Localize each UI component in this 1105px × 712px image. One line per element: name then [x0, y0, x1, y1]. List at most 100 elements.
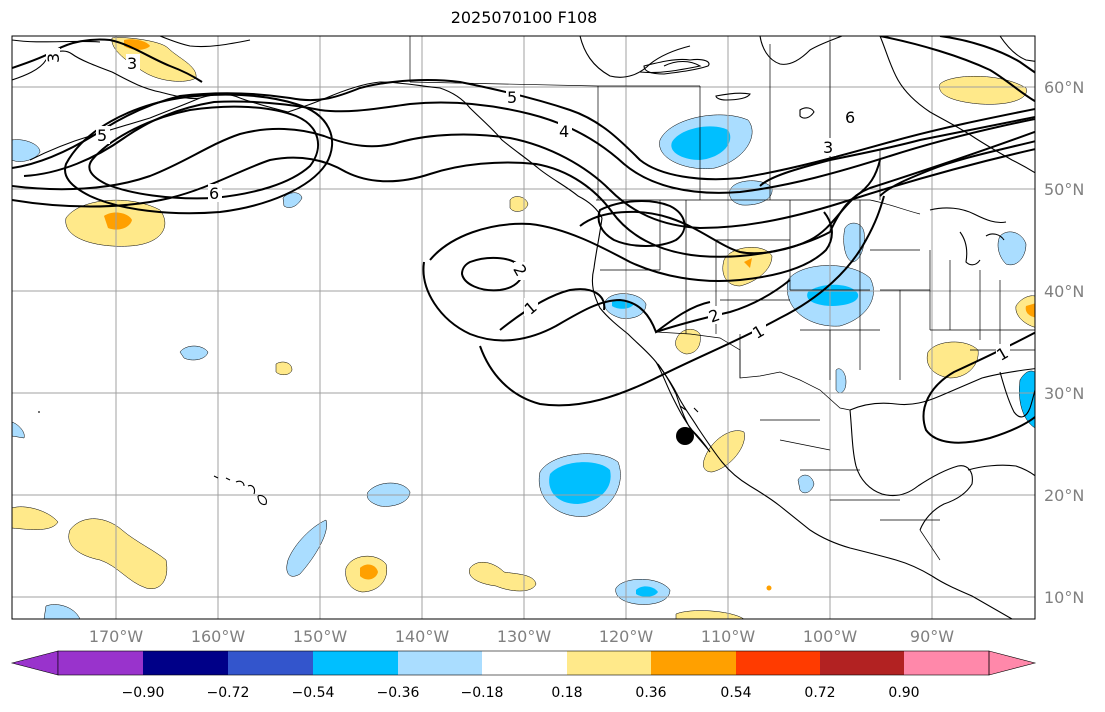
- small-island: [679, 405, 699, 413]
- canada-us-border: [596, 199, 921, 215]
- map-border: [11, 35, 1036, 620]
- alaska-coast: [12, 50, 603, 219]
- yucatan-coast: [917, 465, 973, 531]
- point-marker: [676, 427, 694, 445]
- colorbar-tick-label: −0.90: [122, 685, 165, 701]
- shade-pos-blob: [675, 328, 701, 355]
- lon-tick-label: 100°W: [803, 627, 858, 646]
- shade-pos-core: [744, 258, 752, 268]
- lon-tick-label: 140°W: [395, 627, 450, 646]
- lon-tick-label: 90°W: [910, 627, 954, 646]
- contour-label: 4: [559, 122, 569, 141]
- colorbar-segment: [58, 651, 143, 675]
- arctic-island: [715, 92, 751, 101]
- colorbar-segment: [143, 651, 228, 675]
- colorbar-tick-label: 0.18: [551, 685, 582, 701]
- lat-tick-label: 40°N: [1044, 282, 1084, 301]
- shade-pos-dot: [766, 585, 772, 591]
- west-coast: [591, 217, 933, 577]
- hudson-bay: [759, 36, 843, 65]
- lat-tick-label: 10°N: [1044, 588, 1084, 607]
- contour-label: 6: [209, 184, 219, 203]
- shade-neg-core: [549, 462, 611, 504]
- aleutian-islands: [29, 97, 201, 161]
- shade-neg-blob: [835, 368, 847, 393]
- shade-neg-blob: [729, 180, 773, 206]
- contour-label: 6: [845, 108, 855, 127]
- lat-tick-labels: 60°N 50°N 40°N 30°N 20°N 10°N: [1044, 78, 1084, 607]
- lat-tick-label: 60°N: [1044, 78, 1084, 97]
- shade-pos-blob: [1015, 295, 1035, 328]
- colorbar-tick-label: −0.54: [292, 685, 335, 701]
- gulf-mexico-west: [849, 409, 919, 497]
- contour-line: [579, 159, 881, 255]
- colorbar-tick-label: 0.90: [888, 685, 919, 701]
- colorbar-high-extension: [988, 650, 1037, 676]
- shade-pos-core: [104, 212, 132, 230]
- contour-line: [460, 256, 524, 292]
- shade-neg-blob: [12, 139, 41, 162]
- contour-line: [12, 127, 1035, 230]
- colorbar-tick-label: −0.18: [461, 685, 504, 701]
- lon-tick-label: 170°W: [89, 627, 144, 646]
- baja-peninsula: [655, 361, 711, 453]
- colorbar-segment: [482, 651, 567, 675]
- arctic-island: [643, 58, 710, 75]
- contour-line: [429, 211, 833, 283]
- lon-tick-label: 120°W: [599, 627, 654, 646]
- florida-coast: [999, 371, 1035, 418]
- shade-pos-blob: [275, 361, 293, 375]
- shade-neg-blob: [179, 345, 209, 361]
- shade-pos-core: [360, 564, 378, 580]
- labrador-coast: [879, 36, 1035, 174]
- alaska-coast-north: [12, 36, 251, 48]
- shade-neg-blob: [43, 604, 81, 619]
- lon-tick-label: 160°W: [191, 627, 246, 646]
- colorbar-segment: [313, 651, 398, 675]
- contour-labels: 3 3 5 6 5 4 6 3 2 1 1 2 1: [44, 48, 1012, 365]
- central-america: [931, 575, 1013, 619]
- lon-tick-label: 130°W: [497, 627, 552, 646]
- colorbar-segment: [398, 651, 482, 675]
- contour-line: [879, 36, 1035, 103]
- contour-line: [655, 279, 791, 333]
- contour-line: [939, 36, 1035, 74]
- contour-lines: [12, 36, 1035, 444]
- colorbar-segment: [820, 651, 904, 675]
- colorbar-tick-label: −0.72: [207, 685, 250, 701]
- shade-pos-core: [1025, 303, 1035, 318]
- lon-tick-label: 150°W: [293, 627, 348, 646]
- hawaii-islands: [213, 475, 267, 506]
- colorbar-border: [57, 650, 990, 676]
- contour-label: 3: [44, 53, 63, 63]
- colorbar-tick-label: 0.72: [804, 685, 835, 701]
- shade-neg-blob: [997, 231, 1027, 266]
- arctic-island: [799, 107, 815, 119]
- lat-tick-label: 50°N: [1044, 180, 1084, 199]
- colorbar-tick-label: 0.54: [720, 685, 751, 701]
- colorbar-tick-label: 0.36: [635, 685, 666, 701]
- lon-tick-labels: 170°W 160°W 150°W 140°W 130°W 120°W 110°…: [89, 627, 954, 646]
- cuba-coast: [967, 464, 1035, 477]
- colorbar-segment: [736, 651, 820, 675]
- contour-line: [479, 195, 885, 407]
- lat-tick-label: 20°N: [1044, 486, 1084, 505]
- contour-label: 5: [97, 126, 107, 145]
- page-title: 2025070100 F108: [450, 8, 598, 27]
- contour-line: [499, 288, 606, 331]
- shade-neg-core: [671, 126, 731, 160]
- contour-line: [597, 200, 686, 247]
- great-lakes: [929, 207, 1007, 266]
- contour-line: [88, 105, 319, 200]
- greenland-coast: [999, 36, 1035, 62]
- us-mexico-border: [655, 331, 851, 411]
- shade-pos-blob: [68, 518, 168, 590]
- contour-label: 5: [507, 88, 517, 107]
- shade-pos-blob: [469, 561, 537, 592]
- contour-line: [759, 115, 1035, 187]
- contour-label: 3: [127, 54, 137, 73]
- contour-line: [64, 93, 334, 215]
- contour-line: [23, 100, 1035, 194]
- shade-pos-blob: [12, 506, 59, 530]
- coastlines: [12, 36, 1035, 619]
